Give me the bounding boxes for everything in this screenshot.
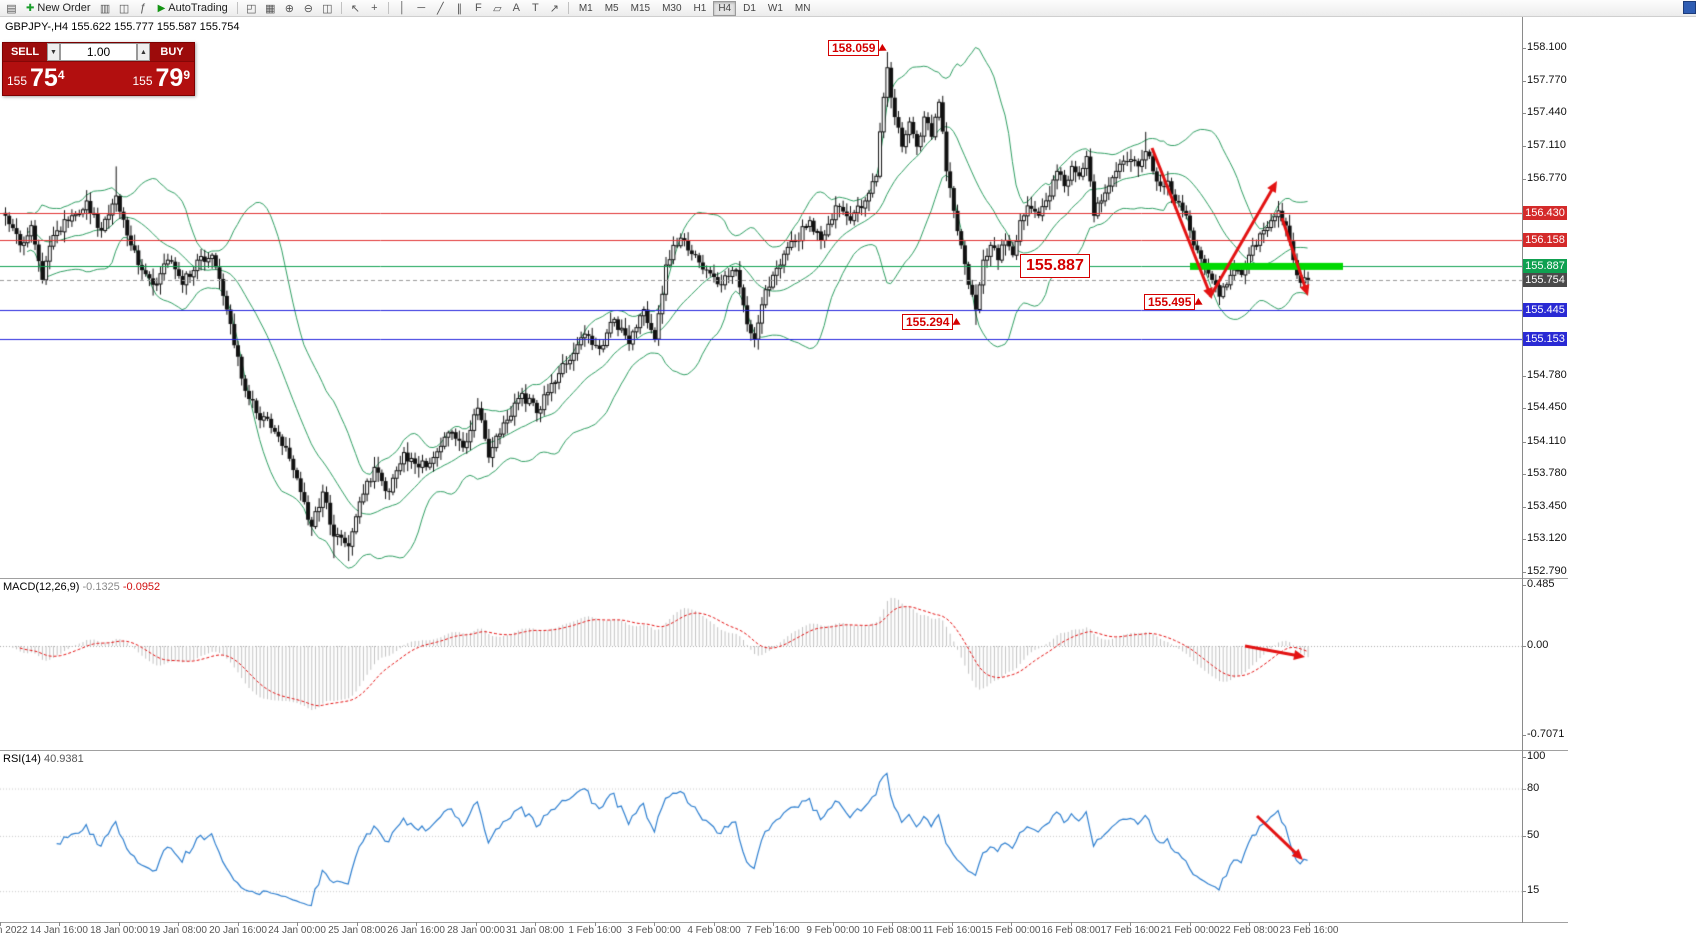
sell-price-sup: 4 bbox=[57, 68, 65, 82]
window-button[interactable] bbox=[1683, 1, 1696, 14]
time-axis-line bbox=[0, 922, 1568, 923]
text-icon-glyph-icon: A bbox=[512, 2, 520, 14]
indicators-icon-glyph-icon: ƒ bbox=[140, 2, 147, 14]
charts-profile-icon[interactable]: ◫ bbox=[115, 1, 134, 16]
macd-indicator-label: MACD(12,26,9) -0.1325 -0.0952 bbox=[3, 581, 160, 593]
rsi-value: 40.9381 bbox=[43, 753, 84, 765]
sell-price-big: 75 bbox=[30, 64, 58, 92]
chart-layout-icon[interactable]: ▦ bbox=[261, 1, 280, 16]
volume-decrease-button[interactable]: ▼ bbox=[47, 43, 60, 61]
toolbar-separator bbox=[340, 2, 342, 14]
rsi-indicator-label: RSI(14) 40.9381 bbox=[3, 753, 84, 765]
timeframe-button-m1[interactable]: M1 bbox=[578, 2, 593, 14]
new-window-icon[interactable]: ◰ bbox=[242, 1, 261, 16]
price-annotation[interactable]: 155.887 bbox=[1020, 254, 1090, 278]
buy-price[interactable]: 155 79 9 bbox=[132, 66, 190, 91]
autotrading-button[interactable]: ▶ AutoTrading bbox=[153, 1, 233, 16]
toolbar: ▤ ✚ New Order ▥ ◫ ƒ ▶ AutoTrading ◰ ▦ ⊕ ⊖ ◫ ↖ + │ ─ ╱ ∥ F ▱ A… bbox=[0, 0, 1696, 17]
buy-button[interactable]: BUY bbox=[160, 46, 184, 58]
zoom-in-icon[interactable]: ⊕ bbox=[280, 1, 299, 16]
geometric-shapes-icon-glyph-icon: ▱ bbox=[493, 2, 502, 15]
crosshair-icon-glyph-icon: + bbox=[371, 2, 378, 14]
toolbar-separator bbox=[387, 2, 389, 14]
rsi-panel-canvas[interactable] bbox=[0, 751, 1522, 922]
vertical-line-icon[interactable]: │ bbox=[393, 1, 412, 16]
volume-input[interactable] bbox=[60, 43, 137, 61]
zoom-out-icon-glyph-icon: ⊖ bbox=[303, 2, 313, 15]
trendline-icon-glyph-icon: ╱ bbox=[437, 2, 444, 15]
toolbar-separator bbox=[567, 2, 569, 14]
buy-price-prefix: 155 bbox=[132, 74, 153, 88]
price-annotation[interactable]: 155.294 bbox=[902, 314, 963, 330]
profiles-icon[interactable]: ▥ bbox=[96, 1, 115, 16]
new-order-button[interactable]: ✚ New Order bbox=[21, 1, 96, 16]
cursor-icon[interactable]: ↖ bbox=[346, 1, 365, 16]
trendline-icon[interactable]: ╱ bbox=[431, 1, 450, 16]
new-chart-icon-glyph-icon: ▤ bbox=[6, 2, 17, 15]
timeframe-button-d1[interactable]: D1 bbox=[743, 2, 756, 14]
macd-signal-value: -0.0952 bbox=[122, 581, 161, 593]
price-axis-line bbox=[1522, 17, 1523, 923]
toolbar-separator bbox=[236, 2, 238, 14]
buy-price-big: 79 bbox=[155, 64, 184, 92]
chart-title: GBPJPY-,H4 155.622 155.777 155.587 155.7… bbox=[5, 21, 240, 33]
indicators-icon[interactable]: ƒ bbox=[134, 1, 153, 16]
new-window-icon-glyph-icon: ◰ bbox=[246, 2, 257, 15]
timeframe-button-m15[interactable]: M15 bbox=[630, 2, 651, 14]
timeframe-button-m5[interactable]: M5 bbox=[604, 2, 619, 14]
zoom-in-icon-glyph-icon: ⊕ bbox=[284, 2, 294, 15]
cursor-icon-glyph-icon: ↖ bbox=[350, 2, 360, 15]
horizontal-line-icon-glyph-icon: ─ bbox=[417, 2, 426, 14]
new-chart-icon[interactable]: ▤ bbox=[2, 1, 21, 16]
arrows-tool-icon[interactable]: ↗ bbox=[545, 1, 564, 16]
price-annotation[interactable]: 158.059 bbox=[828, 40, 889, 56]
main-chart-canvas[interactable] bbox=[0, 17, 1522, 578]
macd-pane-separator[interactable] bbox=[0, 578, 1568, 579]
buy-price-sup: 9 bbox=[183, 68, 190, 82]
equidistant-channel-icon-glyph-icon: ∥ bbox=[456, 2, 463, 15]
text-label-icon-glyph-icon: T bbox=[531, 2, 539, 14]
arrows-tool-icon-glyph-icon: ↗ bbox=[549, 2, 559, 15]
volume-increase-button[interactable]: ▲ bbox=[137, 43, 150, 61]
macd-panel-canvas[interactable] bbox=[0, 579, 1522, 750]
new-order-button-label: New Order bbox=[37, 2, 91, 14]
profiles-icon-glyph-icon: ▥ bbox=[99, 2, 111, 15]
equidistant-channel-icon[interactable]: ∥ bbox=[450, 1, 469, 16]
geometric-shapes-icon[interactable]: ▱ bbox=[488, 1, 507, 16]
macd-label-text: MACD(12,26,9) bbox=[3, 581, 80, 593]
fibonacci-icon-glyph-icon: F bbox=[474, 2, 482, 14]
time-axis[interactable] bbox=[0, 923, 1568, 939]
rsi-label-text: RSI(14) bbox=[3, 753, 41, 765]
autotrading-glyph-icon: ▶ bbox=[157, 2, 166, 14]
timeframe-button-mn[interactable]: MN bbox=[794, 2, 811, 14]
macd-main-value: -0.1325 bbox=[82, 581, 120, 593]
fibonacci-icon[interactable]: F bbox=[469, 1, 488, 16]
vertical-line-icon-glyph-icon: │ bbox=[398, 2, 406, 14]
sell-button[interactable]: SELL bbox=[10, 46, 40, 58]
chart-layout-icon-glyph-icon: ▦ bbox=[265, 2, 276, 15]
timeframe-button-m30[interactable]: M30 bbox=[662, 2, 682, 14]
horizontal-line-icon[interactable]: ─ bbox=[412, 1, 431, 16]
timeframe-button-w1[interactable]: W1 bbox=[767, 2, 783, 14]
charts-profile-icon-glyph-icon: ◫ bbox=[118, 2, 130, 15]
zoom-out-icon[interactable]: ⊖ bbox=[299, 1, 318, 16]
price-axis[interactable] bbox=[1522, 17, 1568, 923]
tile-windows-icon[interactable]: ◫ bbox=[318, 1, 337, 16]
tile-windows-icon-glyph-icon: ◫ bbox=[322, 2, 333, 15]
autotrading-button-label: AutoTrading bbox=[168, 2, 228, 14]
timeframe-button-h4[interactable]: H4 bbox=[713, 0, 737, 16]
sell-price[interactable]: 155 75 4 bbox=[7, 66, 65, 91]
timeframe-button-h1[interactable]: H1 bbox=[693, 2, 707, 14]
text-icon[interactable]: A bbox=[507, 1, 526, 16]
new-order-glyph-icon: ✚ bbox=[26, 2, 35, 14]
rsi-pane-separator[interactable] bbox=[0, 750, 1568, 751]
crosshair-icon[interactable]: + bbox=[365, 1, 384, 16]
price-annotation[interactable]: 155.495 bbox=[1144, 294, 1205, 310]
text-label-icon[interactable]: T bbox=[526, 1, 545, 16]
sell-price-prefix: 155 bbox=[7, 74, 28, 88]
